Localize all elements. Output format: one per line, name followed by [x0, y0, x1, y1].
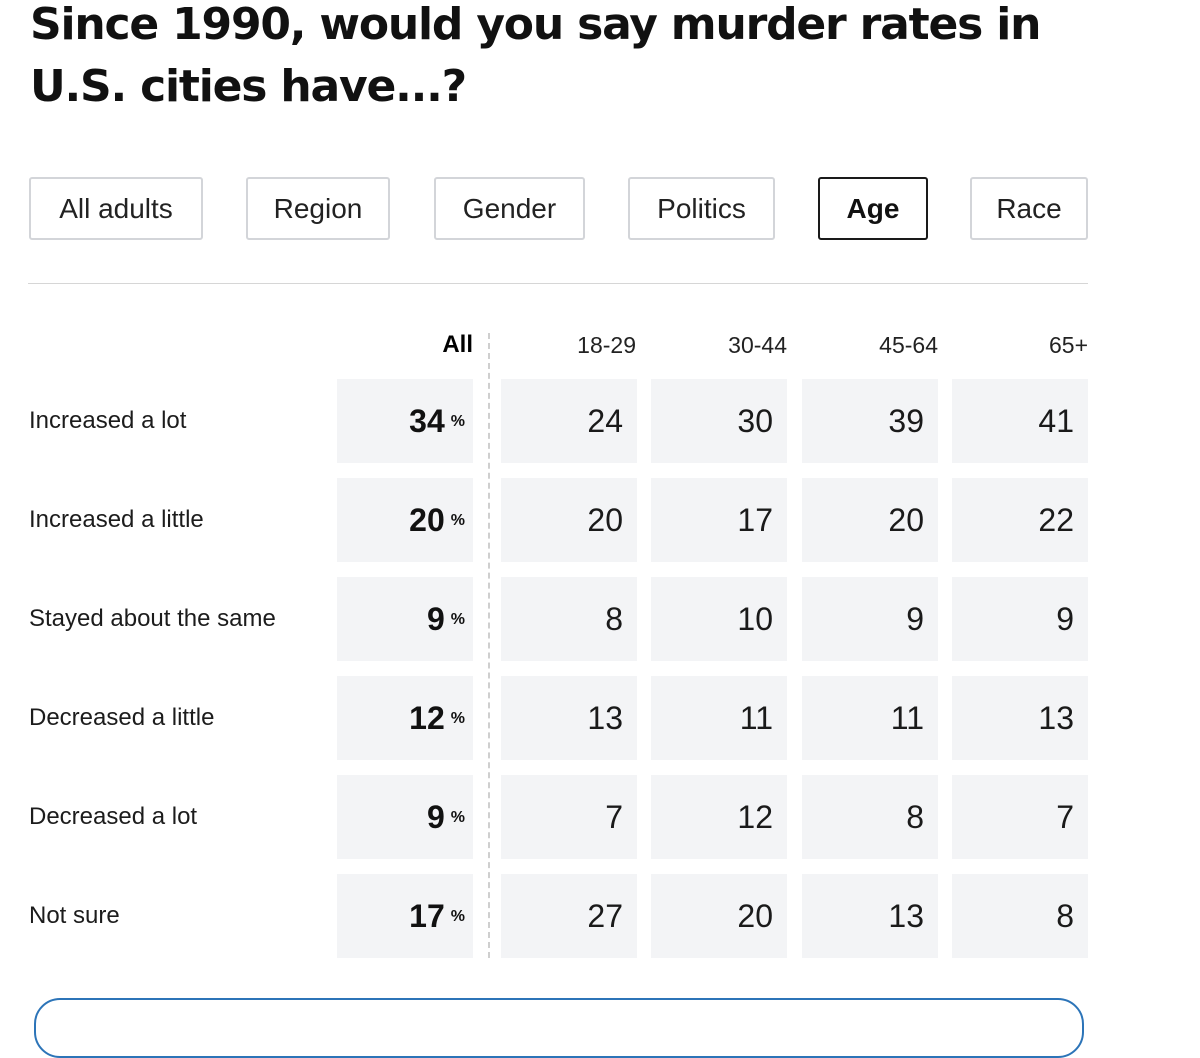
cell-value: 9	[952, 577, 1088, 661]
cell-value: 13	[952, 676, 1088, 760]
tab-gender[interactable]: Gender	[434, 177, 585, 240]
cell-all: 20%	[337, 478, 473, 562]
percent-sign: %	[450, 413, 465, 430]
cell-value: 30	[651, 379, 787, 463]
cell-all: 9%	[337, 775, 473, 859]
bottom-panel	[34, 998, 1084, 1058]
row-label: Increased a lot	[29, 407, 187, 434]
chart-title: Since 1990, would you say murder rates i…	[30, 0, 1041, 112]
tab-all-adults[interactable]: All adults	[29, 177, 203, 240]
all-value: 9	[426, 600, 445, 637]
cell-value: 9	[802, 577, 938, 661]
cell-value: 10	[651, 577, 787, 661]
cell-value: 22	[952, 478, 1088, 562]
cell-all: 9%	[337, 577, 473, 661]
column-header-30-44: 30-44	[728, 332, 787, 358]
cell-value: 12	[651, 775, 787, 859]
percent-sign: %	[450, 809, 465, 826]
cell-value: 13	[501, 676, 637, 760]
all-value: 20	[409, 501, 445, 538]
tab-race[interactable]: Race	[970, 177, 1088, 240]
cell-value: 8	[952, 874, 1088, 958]
column-header-all: All	[442, 331, 473, 358]
row-label: Increased a little	[29, 506, 204, 533]
cell-value: 20	[501, 478, 637, 562]
tab-politics[interactable]: Politics	[628, 177, 775, 240]
row-label: Stayed about the same	[29, 605, 276, 632]
row-label: Decreased a little	[29, 704, 215, 731]
column-header-65-: 65+	[1048, 332, 1088, 358]
all-value: 9	[426, 798, 445, 835]
cell-value: 7	[952, 775, 1088, 859]
row-label: Decreased a lot	[29, 803, 198, 830]
percent-sign: %	[450, 908, 465, 925]
row-label: Not sure	[29, 902, 120, 929]
cell-value: 20	[651, 874, 787, 958]
cell-value: 20	[802, 478, 938, 562]
percent-sign: %	[450, 512, 465, 529]
column-header-45-64: 45-64	[879, 332, 938, 358]
cell-value: 41	[952, 379, 1088, 463]
cell-all: 34%	[337, 379, 473, 463]
cell-value: 8	[501, 577, 637, 661]
cell-value: 8	[802, 775, 938, 859]
tab-age[interactable]: Age	[818, 177, 928, 240]
percent-sign: %	[450, 710, 465, 727]
cell-value: 11	[651, 676, 787, 760]
all-value: 34	[409, 402, 445, 439]
cell-value: 39	[802, 379, 938, 463]
tab-region[interactable]: Region	[246, 177, 390, 240]
cell-all: 12%	[337, 676, 473, 760]
cell-value: 7	[501, 775, 637, 859]
column-header-18-29: 18-29	[577, 332, 636, 358]
percent-sign: %	[450, 611, 465, 628]
cell-value: 13	[802, 874, 938, 958]
all-value: 12	[409, 699, 445, 736]
cell-value: 17	[651, 478, 787, 562]
cell-value: 24	[501, 379, 637, 463]
divider	[28, 283, 1088, 284]
cell-value: 11	[802, 676, 938, 760]
all-value: 17	[409, 897, 445, 934]
cell-all: 17%	[337, 874, 473, 958]
all-column-separator	[488, 333, 490, 958]
cell-value: 27	[501, 874, 637, 958]
